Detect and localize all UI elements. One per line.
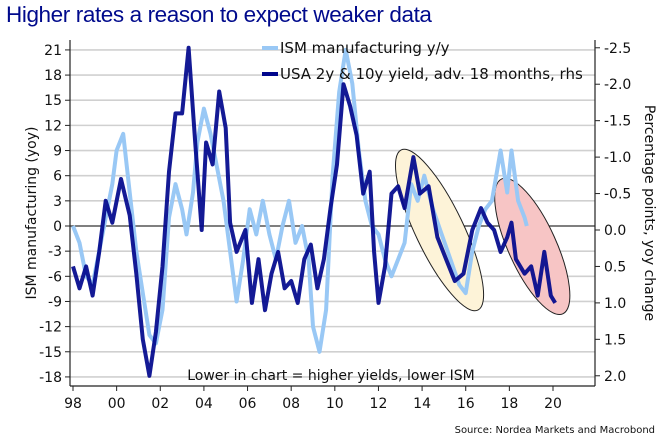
right-tick-label: -0.5 bbox=[604, 187, 631, 203]
right-tick-label: -1.0 bbox=[604, 150, 631, 166]
left-axis-title: ISM manufacturing (yoy) bbox=[24, 127, 40, 300]
x-tick-label: 98 bbox=[64, 396, 82, 412]
x-tick-label: 00 bbox=[108, 396, 126, 412]
left-tick-label: 18 bbox=[44, 68, 62, 84]
right-tick-label: -2.0 bbox=[604, 77, 631, 93]
x-tick-label: 20 bbox=[544, 396, 562, 412]
right-tick-label: -1.5 bbox=[604, 114, 631, 130]
highlight-ellipse-2017-2020 bbox=[494, 177, 571, 316]
left-tick-label: 6 bbox=[53, 169, 62, 185]
right-tick-label: 2.0 bbox=[604, 369, 626, 385]
left-tick-label: -6 bbox=[48, 269, 62, 285]
series-line-ism bbox=[71, 47, 529, 354]
left-tick-label: -3 bbox=[48, 244, 62, 260]
series-line-yield bbox=[71, 45, 557, 378]
left-tick-label: -15 bbox=[39, 345, 62, 361]
x-tick-label: 16 bbox=[457, 396, 475, 412]
right-tick-label: 0.5 bbox=[604, 259, 626, 275]
right-axis-title: Percentage points, yoy change bbox=[641, 105, 657, 321]
x-tick-label: 08 bbox=[282, 396, 300, 412]
right-tick-label: 0.0 bbox=[604, 223, 626, 239]
right-tick-label: -2.5 bbox=[604, 41, 631, 57]
chart-title: Higher rates a reason to expect weaker d… bbox=[6, 2, 432, 27]
left-tick-label: 12 bbox=[44, 118, 62, 134]
left-tick-label: 21 bbox=[44, 43, 62, 59]
legend-label: USA 2y & 10y yield, adv. 18 months, rhs bbox=[280, 65, 583, 83]
left-tick-label: 15 bbox=[44, 93, 62, 109]
right-tick-label: 1.5 bbox=[604, 332, 626, 348]
left-tick-label: 3 bbox=[53, 194, 62, 210]
left-tick-label: -18 bbox=[39, 370, 62, 386]
x-tick-label: 10 bbox=[326, 396, 344, 412]
x-tick-label: 14 bbox=[413, 396, 431, 412]
left-tick-label: 0 bbox=[53, 219, 62, 235]
x-tick-label: 12 bbox=[370, 396, 388, 412]
left-tick-label: -9 bbox=[48, 294, 62, 310]
x-tick-label: 04 bbox=[195, 396, 213, 412]
left-tick-label: 9 bbox=[53, 144, 62, 160]
left-tick-label: -12 bbox=[39, 320, 62, 336]
x-tick-label: 06 bbox=[239, 396, 257, 412]
chart-annotation: Lower in chart = higher yields, lower IS… bbox=[187, 368, 475, 384]
source-note: Source: Nordea Markets and Macrobond bbox=[455, 425, 655, 436]
x-tick-label: 18 bbox=[500, 396, 518, 412]
legend-label: ISM manufacturing y/y bbox=[280, 39, 450, 57]
x-tick-label: 02 bbox=[151, 396, 169, 412]
right-tick-label: 1.0 bbox=[604, 296, 626, 312]
